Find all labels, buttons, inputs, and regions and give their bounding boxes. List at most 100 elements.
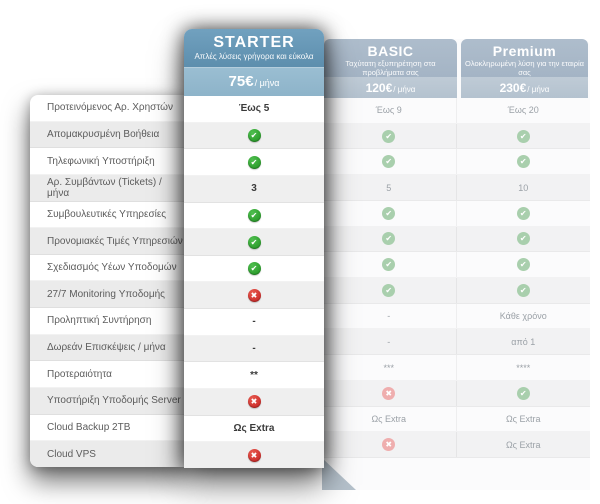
premium-value-cell: ✔ xyxy=(455,252,591,278)
cross-icon: ✖ xyxy=(247,448,261,462)
plan-subtitle: Απλές λύσεις γρήγορα και εύκολα xyxy=(194,52,314,61)
plan-header-premium[interactable]: Premium Ολοκληρωμένη λύση για την εταιρί… xyxy=(461,39,588,98)
basic-value-cell: 5 xyxy=(386,182,392,193)
premium-value-cell: **** xyxy=(455,355,591,380)
starter-value-cell: Ως Extra xyxy=(184,416,324,443)
check-icon: ✔ xyxy=(247,155,261,169)
basic-value-cell: ✔ xyxy=(322,124,456,149)
basic-value-cell: ✔ xyxy=(322,278,456,303)
premium-value-cell: 10 xyxy=(455,175,591,200)
plan-name: STARTER xyxy=(213,34,295,51)
check-icon: ✔ xyxy=(516,206,530,220)
starter-value-cell: ✔ xyxy=(184,203,324,230)
secondary-value-row: - από 1 xyxy=(322,329,591,356)
plan-price: 120€/ μήνα xyxy=(324,77,457,98)
premium-value-cell: Ως Extra xyxy=(455,406,591,432)
check-icon: ✔ xyxy=(516,283,530,297)
starter-value-cell: Έως 5 xyxy=(184,96,324,123)
feature-label-row: Αρ. Συμβάντων (Tickets) / μήνα xyxy=(30,174,186,202)
feature-label-row: Προνομιακές Τιμές Υπηρεσιών xyxy=(30,228,186,255)
secondary-value-row: ✖ ✔ xyxy=(322,380,590,407)
check-icon: ✔ xyxy=(516,232,530,246)
starter-value-cell: ** xyxy=(184,362,324,390)
plan-header-premium-titles: Premium Ολοκληρωμένη λύση για την εταιρί… xyxy=(461,39,588,77)
plan-price-suffix: / μήνα xyxy=(254,78,280,88)
cross-icon: ✖ xyxy=(382,386,396,400)
feature-label-row: Τηλεφωνική Υποστήριξη xyxy=(30,148,186,175)
starter-value-cell: ✔ xyxy=(184,256,324,283)
starter-value-cell: ✔ xyxy=(184,149,324,176)
secondary-value-row: Έως 9 Έως 20 xyxy=(322,98,590,124)
secondary-value-row: - Κάθε χρόνο xyxy=(322,303,591,330)
starter-value-cell: ✖ xyxy=(184,282,324,310)
premium-value-cell: ✔ xyxy=(455,123,591,149)
check-icon: ✔ xyxy=(382,206,396,220)
plan-subtitle: Ολοκληρωμένη λύση για την εταιρία σας xyxy=(465,59,584,77)
check-icon: ✔ xyxy=(382,258,396,272)
plan-price: 75€/ μήνα xyxy=(184,67,324,96)
check-icon: ✔ xyxy=(382,155,396,169)
premium-value-cell: ✔ xyxy=(455,149,591,175)
basic-value-cell: ✖ xyxy=(322,432,456,457)
plan-price-suffix: / μήνα xyxy=(527,85,550,94)
feature-label-row: Προληπτική Συντήρηση xyxy=(30,308,186,335)
feature-label-row: Απομακρυσμένη Βοήθεια xyxy=(30,121,186,149)
plan-price-amount: 75€ xyxy=(228,73,254,90)
plan-header-basic[interactable]: BASIC Ταχύτατη εξυπηρέτηση στα προβλήματ… xyxy=(324,39,457,98)
starter-value-cell: ✔ xyxy=(184,122,324,150)
basic-value-cell: *** xyxy=(383,362,394,373)
secondary-plans-panel: BASIC Ταχύτατη εξυπηρέτηση στα προβλήματ… xyxy=(322,39,590,490)
starter-value-cell: ✖ xyxy=(184,389,324,416)
check-icon: ✔ xyxy=(247,208,261,222)
basic-value-cell: - xyxy=(387,311,391,322)
secondary-value-row: ✔ ✔ xyxy=(322,278,590,304)
plan-header-basic-titles: BASIC Ταχύτατη εξυπηρέτηση στα προβλήματ… xyxy=(324,39,457,77)
secondary-value-row: ✔ ✔ xyxy=(322,226,590,253)
premium-value-cell: ✔ xyxy=(455,200,591,226)
secondary-value-row: *** **** xyxy=(322,355,590,381)
page-fold-triangle xyxy=(322,458,356,490)
feature-label-row: Cloud VPS xyxy=(30,441,186,467)
check-icon: ✔ xyxy=(382,232,396,246)
secondary-value-row: ✔ ✔ xyxy=(322,252,590,278)
premium-value-cell: Ως Extra xyxy=(455,432,591,458)
cross-icon: ✖ xyxy=(247,288,261,302)
feature-labels: Προτεινόμενος Αρ. Χρηστών Απομακρυσμένη Β… xyxy=(30,95,186,467)
premium-value-cell: ✔ xyxy=(455,278,591,303)
feature-label-row: Προτεινόμενος Αρ. Χρηστών xyxy=(30,95,186,122)
premium-value-cell: Έως 20 xyxy=(455,98,591,123)
plan-card-starter: STARTER Απλές λύσεις γρήγορα και εύκολα … xyxy=(184,29,324,468)
check-icon: ✔ xyxy=(382,283,396,297)
secondary-value-row: ✔ ✔ xyxy=(322,200,591,227)
basic-value-cell: ✔ xyxy=(322,227,456,252)
feature-label-row: Σχεδιασμός Υέων Υποδομών xyxy=(30,255,186,282)
starter-values: Έως 5 ✔ ✔ 3 ✔ ✔ ✔ ✖ - - ** ✖ Ως Extra ✖ xyxy=(184,96,324,468)
check-icon: ✔ xyxy=(247,128,261,142)
secondary-value-row: 5 10 xyxy=(322,175,590,201)
plan-price-amount: 230€ xyxy=(499,81,527,95)
basic-value-cell: Ως Extra xyxy=(371,413,407,424)
feature-label-row: 27/7 Monitoring Υποδομής xyxy=(30,281,186,309)
plan-price-suffix: / μήνα xyxy=(393,85,416,94)
secondary-value-row: ✔ ✔ xyxy=(322,123,591,150)
starter-value-cell: ✔ xyxy=(184,229,324,256)
basic-value-cell: Έως 9 xyxy=(375,105,402,116)
features-column: Προτεινόμενος Αρ. Χρηστών Απομακρυσμένη Β… xyxy=(30,95,186,467)
feature-label-row: Συμβουλευτικές Υπηρεσίες xyxy=(30,202,186,229)
plan-header-starter-titles: STARTER Απλές λύσεις γρήγορα και εύκολα xyxy=(184,29,324,67)
plan-price-amount: 120€ xyxy=(365,81,393,95)
starter-value-cell: ✖ xyxy=(184,442,324,468)
plan-header-starter[interactable]: STARTER Απλές λύσεις γρήγορα και εύκολα … xyxy=(184,29,324,96)
check-icon: ✔ xyxy=(382,129,396,143)
feature-label-row: Υποστήριξη Υποδομής Server xyxy=(30,388,186,415)
plan-name: BASIC xyxy=(367,43,414,59)
starter-value-cell: - xyxy=(184,335,324,363)
premium-value-cell: από 1 xyxy=(455,329,591,355)
premium-value-cell: Κάθε χρόνο xyxy=(455,303,591,329)
check-icon: ✔ xyxy=(516,129,530,143)
plan-subtitle: Ταχύτατη εξυπηρέτηση στα προβλήματα σας xyxy=(345,59,436,77)
check-icon: ✔ xyxy=(516,258,530,272)
secondary-value-row: Ως Extra Ως Extra xyxy=(322,406,591,433)
secondary-value-row: ✔ ✔ xyxy=(322,149,590,175)
